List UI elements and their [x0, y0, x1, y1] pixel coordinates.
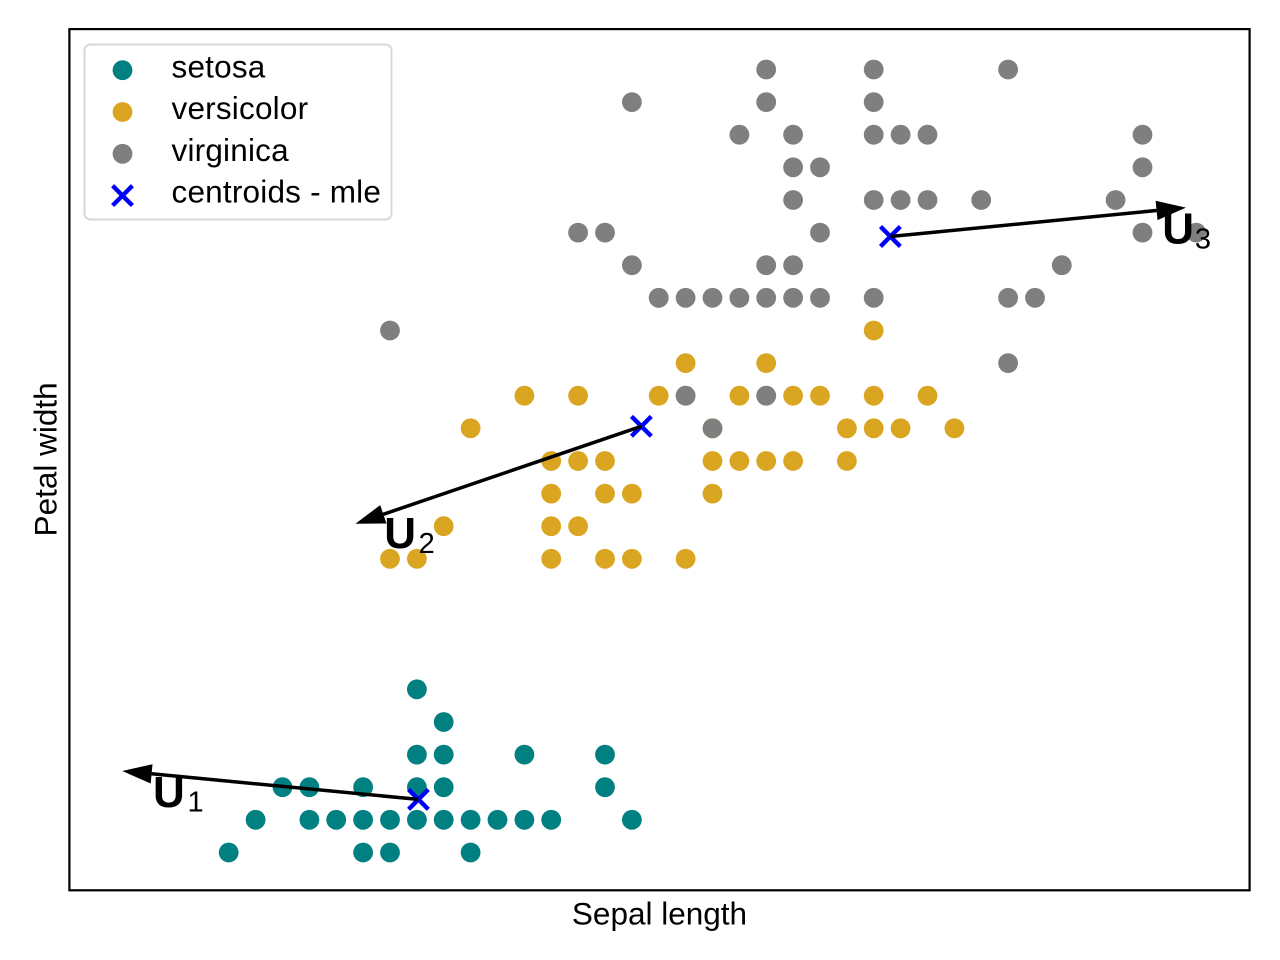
svg-text:U: U	[153, 768, 185, 817]
svg-text:3: 3	[1195, 224, 1211, 256]
svg-text:U: U	[1162, 205, 1194, 254]
svg-text:setosa: setosa	[172, 48, 266, 84]
svg-text:U: U	[384, 509, 416, 558]
svg-text:2: 2	[419, 528, 435, 560]
svg-text:Petal width: Petal width	[28, 382, 64, 536]
svg-text:versicolor: versicolor	[172, 90, 309, 126]
svg-text:virginica: virginica	[172, 132, 290, 168]
svg-text:Sepal length: Sepal length	[572, 895, 747, 931]
svg-text:centroids - mle: centroids - mle	[172, 174, 382, 210]
svg-text:1: 1	[188, 786, 204, 818]
